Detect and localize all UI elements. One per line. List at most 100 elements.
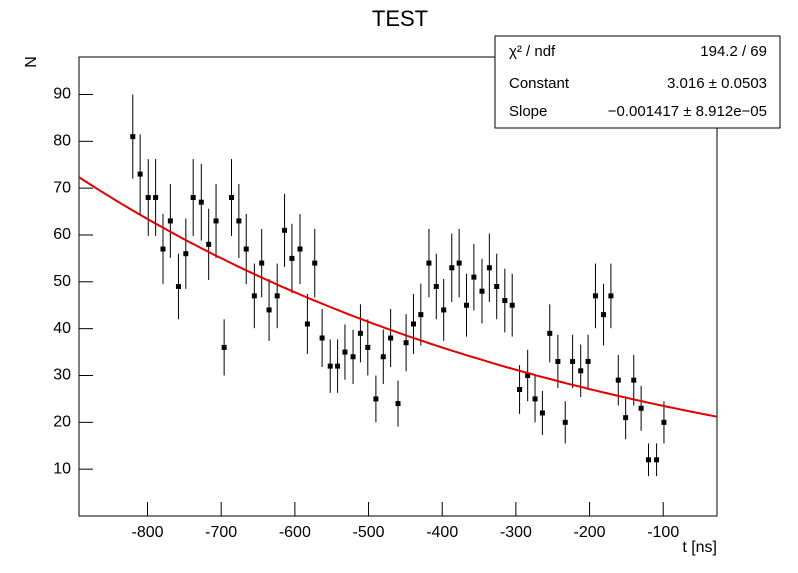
stat-name: χ² / ndf [509, 43, 556, 60]
data-point [304, 321, 310, 327]
data-point [479, 288, 485, 294]
data-point [410, 321, 416, 327]
data-point [175, 284, 181, 289]
data-point [213, 218, 219, 224]
data-point [388, 335, 394, 341]
data-point [380, 354, 386, 360]
data-point [282, 227, 288, 233]
y-axis-label: N [23, 56, 40, 68]
data-point [153, 195, 159, 201]
data-point [456, 260, 462, 266]
data-point [130, 134, 136, 140]
stat-value: 194.2 / 69 [700, 43, 767, 60]
data-point [350, 354, 356, 360]
y-tick-label: 50 [53, 273, 71, 290]
data-point [471, 274, 477, 280]
y-tick-label: 10 [53, 460, 71, 477]
data-point [517, 387, 523, 393]
data-point [449, 265, 455, 271]
data-point [137, 171, 143, 177]
data-point [426, 260, 432, 266]
stat-value: 3.016 ± 0.0503 [667, 75, 767, 92]
data-point [373, 396, 379, 402]
stats-box [494, 35, 781, 129]
data-point [661, 419, 667, 425]
data-point [167, 218, 173, 224]
data-point [608, 293, 614, 299]
data-point [206, 241, 212, 247]
data-point [638, 405, 644, 411]
stat-value: −0.001417 ± 8.912e−05 [608, 103, 767, 120]
data-point [145, 195, 151, 201]
x-axis-label: t [ns] [682, 539, 717, 556]
data-point [418, 312, 424, 318]
data-point [327, 363, 333, 369]
data-point [312, 260, 318, 266]
stat-name: Slope [509, 103, 547, 120]
data-point [585, 358, 591, 364]
x-tick-label: -400 [426, 524, 458, 541]
data-point [494, 284, 500, 289]
y-tick-label: 80 [53, 133, 71, 150]
x-tick-label: -700 [205, 524, 237, 541]
x-tick-label: -600 [279, 524, 311, 541]
data-point [335, 363, 341, 369]
data-point [190, 195, 196, 201]
data-point [578, 368, 584, 374]
data-point [631, 377, 637, 383]
y-tick-label: 40 [53, 320, 71, 337]
data-point [183, 251, 189, 257]
data-point [236, 218, 242, 224]
data-point [229, 195, 235, 201]
data-point [433, 284, 439, 289]
data-point [221, 344, 227, 350]
y-tick-label: 90 [53, 86, 71, 103]
data-point [357, 330, 363, 336]
data-point [251, 293, 257, 299]
x-tick-label: -100 [647, 524, 679, 541]
x-tick-label: -300 [500, 524, 532, 541]
data-point [160, 246, 166, 252]
data-point [319, 335, 325, 341]
data-point [403, 340, 409, 346]
data-point [623, 415, 629, 421]
y-tick-label: 30 [53, 367, 71, 384]
data-point [555, 358, 561, 364]
data-point [615, 377, 621, 383]
data-point [297, 246, 303, 252]
data-point [509, 302, 515, 308]
x-tick-label: -800 [131, 524, 163, 541]
data-point [539, 410, 545, 416]
data-point [289, 255, 295, 261]
data-point [592, 293, 598, 299]
data-point [441, 307, 447, 313]
x-tick-label: -200 [574, 524, 606, 541]
data-point [486, 265, 492, 271]
fit-curve [78, 176, 718, 418]
data-point [259, 260, 265, 266]
data-point [532, 396, 538, 402]
data-point [601, 312, 607, 318]
data-point [274, 293, 280, 299]
data-point [547, 330, 553, 336]
data-point [525, 372, 531, 378]
data-point [342, 349, 348, 355]
data-point [502, 298, 508, 304]
y-tick-label: 70 [53, 179, 71, 196]
x-tick-label: -500 [353, 524, 385, 541]
data-point [266, 307, 272, 313]
data-point [570, 358, 576, 364]
data-point [645, 457, 651, 463]
plot-frame [78, 56, 718, 517]
data-point [654, 457, 660, 463]
data-point [198, 199, 204, 205]
stat-name: Constant [509, 75, 570, 92]
y-tick-label: 60 [53, 226, 71, 243]
data-point [464, 302, 470, 308]
data-point [395, 401, 401, 407]
data-point [243, 246, 249, 252]
data-point [365, 344, 371, 350]
chart-title: TEST [372, 6, 428, 31]
data-point [562, 419, 568, 425]
